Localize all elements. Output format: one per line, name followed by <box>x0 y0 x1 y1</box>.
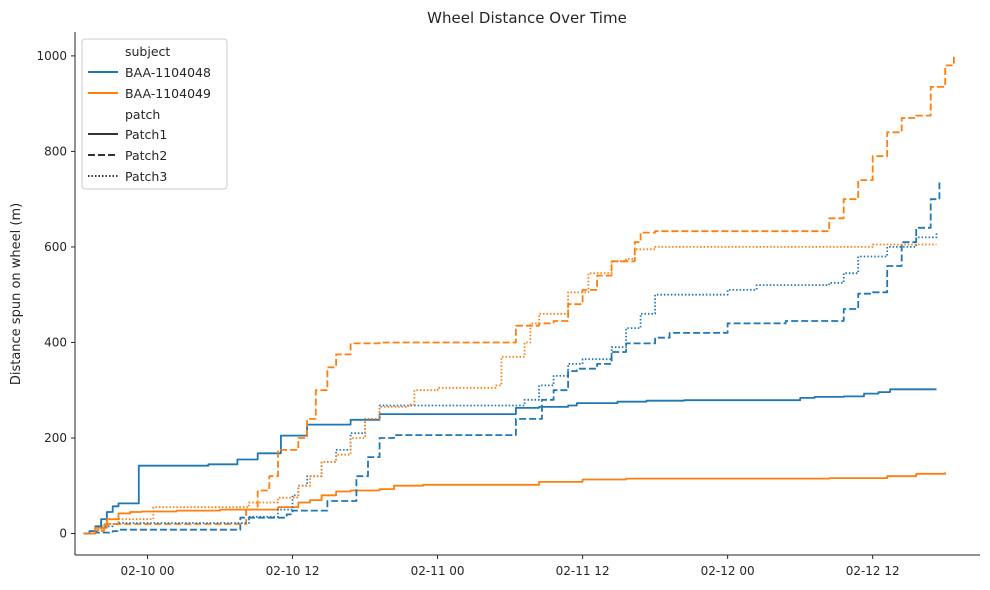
x-tick-label: 02-10 00 <box>121 564 175 578</box>
series-line-baa-1104049-patch2 <box>83 55 955 535</box>
legend-label-patch-2: Patch2 <box>125 148 167 163</box>
series-line-baa-1104048-patch3 <box>83 232 938 535</box>
legend-subject-title: subject <box>125 44 170 59</box>
series-layer <box>83 55 955 535</box>
y-tick-label: 800 <box>44 144 67 158</box>
legend: subject BAA-1104048 BAA-1104049 patch Pa… <box>81 38 228 190</box>
x-tick-label: 02-11 12 <box>556 564 610 578</box>
x-tick-label: 02-11 00 <box>411 564 465 578</box>
x-tick-label: 02-12 12 <box>846 564 900 578</box>
y-tick-label: 1000 <box>36 49 67 63</box>
series-line-baa-1104048-patch2 <box>83 182 941 535</box>
series-line-baa-1104049-patch1 <box>83 472 947 535</box>
legend-patch-title: patch <box>125 107 160 122</box>
chart-title: Wheel Distance Over Time <box>427 9 627 27</box>
y-axis-label: Distance spun on wheel (m) <box>9 203 24 385</box>
y-tick-label: 0 <box>59 527 67 541</box>
y-tick-label: 400 <box>44 335 67 349</box>
x-tick-label: 02-12 00 <box>701 564 755 578</box>
x-tick-label: 02-10 12 <box>266 564 320 578</box>
y-tick-label: 200 <box>44 431 67 445</box>
series-line-baa-1104049-patch3 <box>83 243 937 535</box>
legend-label-patch-1: Patch1 <box>125 127 167 142</box>
series-line-baa-1104048-patch1 <box>83 388 937 535</box>
legend-label-subject-1: BAA-1104048 <box>125 65 211 80</box>
legend-frame <box>81 38 228 190</box>
legend-label-patch-3: Patch3 <box>125 169 167 184</box>
legend-label-subject-2: BAA-1104049 <box>125 86 211 101</box>
ticks-layer: 02-10 00 02-10 12 02-11 00 02-11 12 02-12 00… <box>36 49 899 578</box>
y-tick-label: 600 <box>44 240 67 254</box>
